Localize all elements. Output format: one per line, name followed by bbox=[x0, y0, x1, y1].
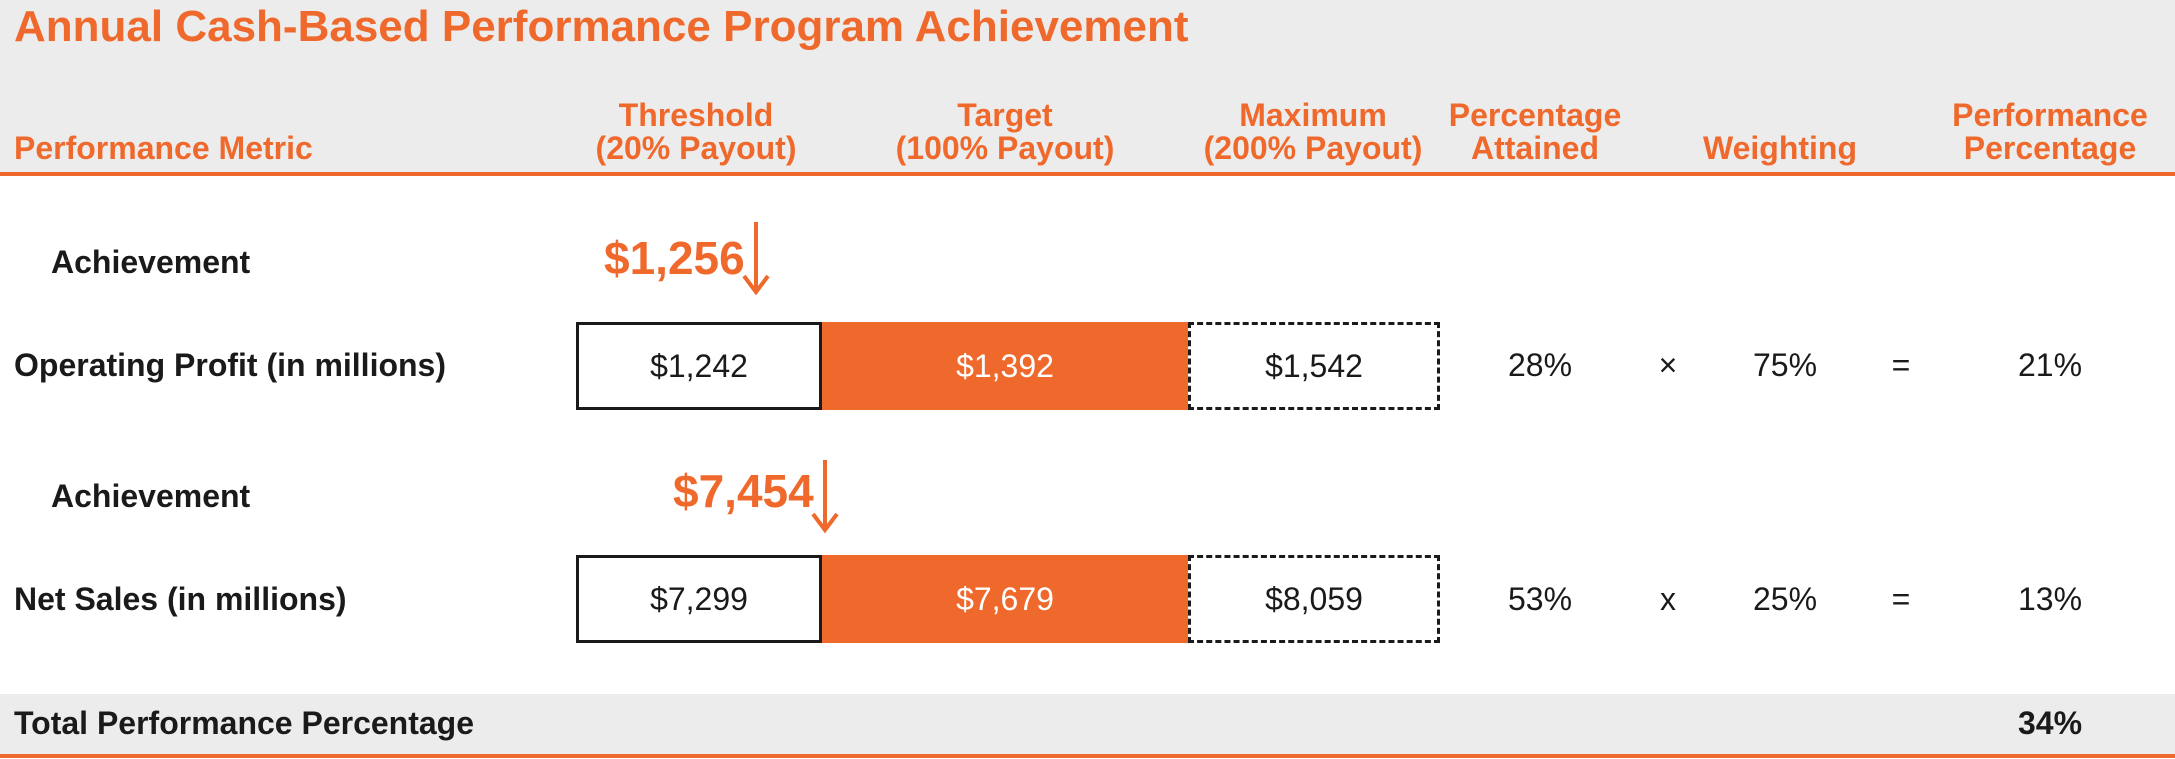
target-box: $1,392 bbox=[822, 322, 1188, 410]
weighting-value: 25% bbox=[1752, 581, 1818, 617]
metric-label: Net Sales (in millions) bbox=[14, 581, 347, 617]
maximum-box: $8,059 bbox=[1188, 555, 1440, 643]
total-value: 34% bbox=[2017, 705, 2083, 741]
performance-value: 13% bbox=[2017, 581, 2083, 617]
metric-label: Operating Profit (in millions) bbox=[14, 347, 446, 383]
page-title: Annual Cash-Based Performance Program Ac… bbox=[14, 2, 1189, 51]
equals-operator: = bbox=[1891, 347, 1911, 383]
col-header-weighting: Weighting bbox=[1702, 130, 1858, 166]
performance-value: 21% bbox=[2017, 347, 2083, 383]
col-header-metric: Performance Metric bbox=[14, 130, 313, 166]
achievement-label: Achievement bbox=[51, 478, 251, 514]
achievement-value: $7,454 bbox=[673, 465, 814, 517]
total-label: Total Performance Percentage bbox=[14, 705, 475, 741]
multiply-operator: × bbox=[1658, 347, 1678, 383]
header-band bbox=[0, 0, 2175, 175]
maximum-box: $1,542 bbox=[1188, 322, 1440, 410]
threshold-box: $7,299 bbox=[576, 555, 822, 643]
equals-operator: = bbox=[1891, 581, 1911, 617]
col-header-performance: Performance Percentage bbox=[1952, 97, 2148, 166]
down-arrow-icon bbox=[742, 222, 770, 296]
achievement-value: $1,256 bbox=[604, 232, 745, 284]
threshold-box: $1,242 bbox=[576, 322, 822, 410]
total-band bbox=[0, 694, 2175, 754]
total-rule bbox=[0, 754, 2175, 758]
col-header-maximum: Maximum (200% Payout) bbox=[1203, 97, 1423, 166]
col-header-threshold: Threshold (20% Payout) bbox=[595, 97, 797, 166]
col-header-target: Target (100% Payout) bbox=[895, 97, 1115, 166]
target-box: $7,679 bbox=[822, 555, 1188, 643]
down-arrow-icon bbox=[811, 460, 839, 534]
weighting-value: 75% bbox=[1752, 347, 1818, 383]
multiply-operator: x bbox=[1660, 581, 1676, 617]
header-rule bbox=[0, 172, 2175, 176]
attained-value: 53% bbox=[1507, 581, 1573, 617]
attained-value: 28% bbox=[1507, 347, 1573, 383]
achievement-label: Achievement bbox=[51, 244, 251, 280]
col-header-attained: Percentage Attained bbox=[1448, 97, 1622, 166]
